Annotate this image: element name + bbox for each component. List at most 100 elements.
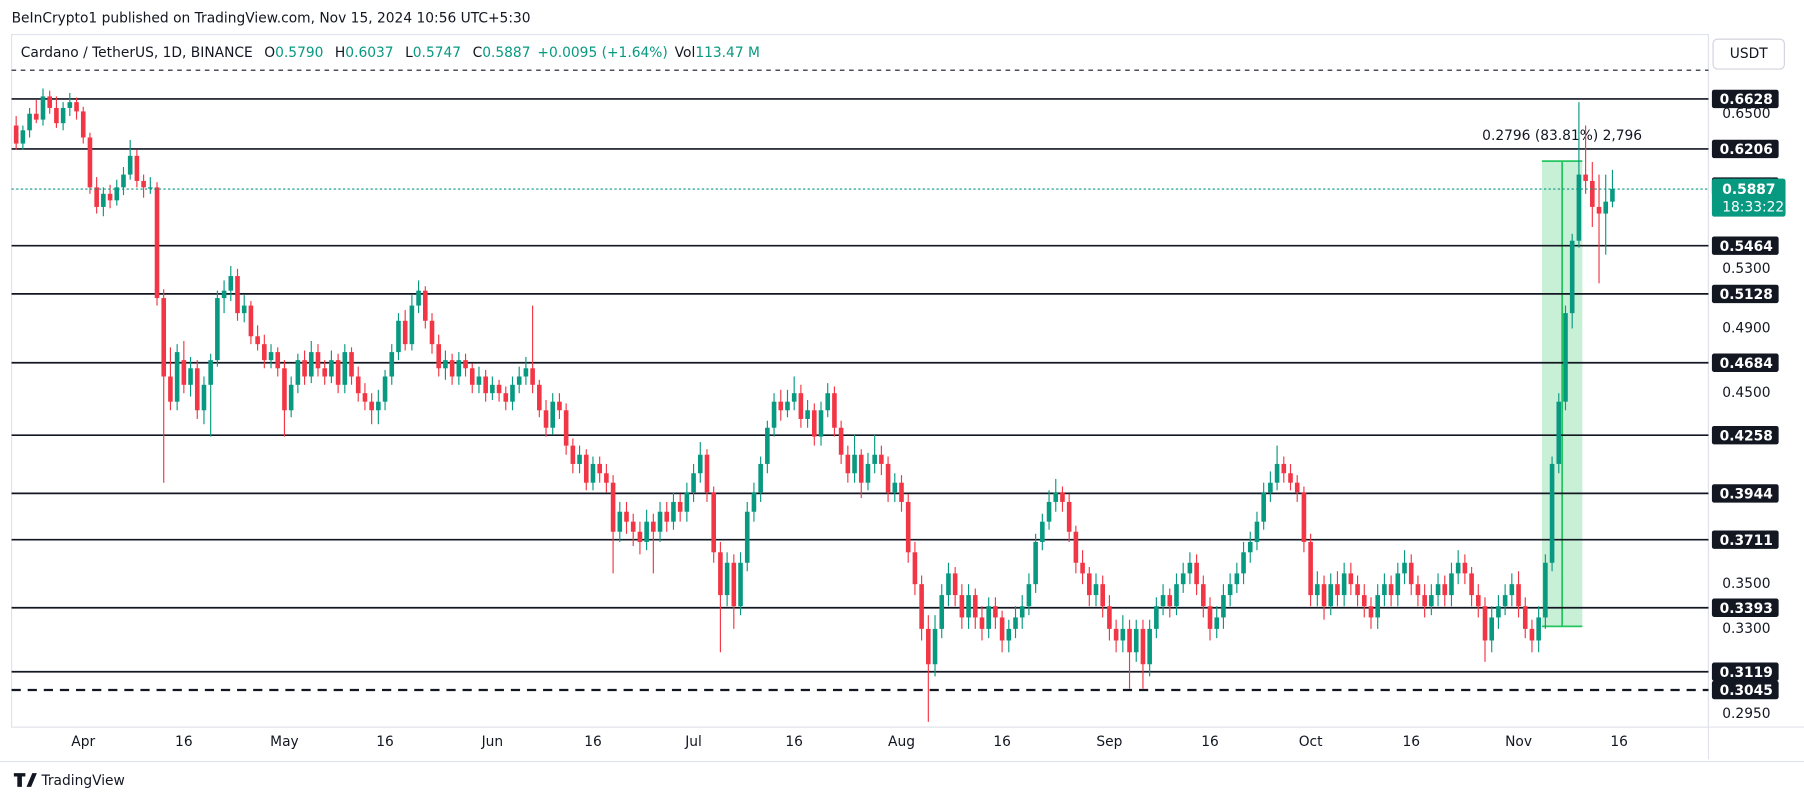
candle-body [241, 305, 247, 314]
candle-body [376, 401, 381, 411]
candle-body [805, 410, 810, 419]
candle-body [114, 187, 120, 201]
currency-button[interactable] [1712, 38, 1785, 70]
currency[interactable]: USDT [1730, 46, 1768, 62]
candle-body [148, 187, 153, 189]
candle-body [1435, 584, 1441, 596]
candle-body [168, 376, 173, 402]
candle-body [342, 352, 348, 385]
level-label: 0.3393 [1720, 601, 1773, 617]
candle-body [557, 401, 562, 411]
candle-body [1227, 584, 1233, 596]
candle-body [1489, 617, 1495, 641]
candle-body [349, 352, 354, 377]
candle-body [154, 187, 160, 299]
candle-body [1026, 584, 1032, 607]
level-label: 0.4258 [1720, 428, 1773, 444]
candle-body [1046, 501, 1052, 522]
candle-body [1422, 595, 1427, 607]
candle-body [1073, 531, 1079, 563]
candle-body [516, 376, 522, 385]
candle-body [329, 360, 334, 377]
candle-body [791, 393, 797, 402]
level-tag [1711, 484, 1779, 503]
candle-body [765, 427, 770, 464]
candle-body [1576, 174, 1582, 241]
candle-body [1080, 562, 1085, 574]
candle-body [1348, 573, 1354, 585]
candle-body [832, 393, 837, 428]
candle-body [1522, 606, 1528, 629]
symbol-line: Cardano / TetherUS, 1D, BINANCE O0.5790 H0… [21, 45, 760, 61]
candle-body [785, 401, 790, 411]
candle-body [1093, 584, 1099, 596]
candle-body [583, 454, 589, 483]
candle-body [744, 511, 750, 563]
candle-body [134, 155, 140, 181]
candle-body [188, 368, 193, 385]
candle-body [1395, 573, 1401, 596]
candle-body [1361, 595, 1367, 607]
candle-body [1207, 606, 1213, 629]
candle-body [1100, 584, 1106, 607]
candle-body [322, 368, 327, 377]
candle-body [838, 427, 844, 455]
candle-body [664, 511, 670, 522]
candle-body [496, 384, 502, 394]
candle-body [778, 401, 784, 411]
x-tick-label: 16 [1201, 734, 1219, 750]
candle-body [221, 290, 227, 299]
x-tick-label: Jul [684, 734, 702, 750]
level-label: 0.3119 [1720, 665, 1773, 681]
candle-body [1375, 595, 1380, 618]
candle-body [1254, 521, 1260, 542]
candle-body [355, 376, 361, 394]
candle-body [724, 562, 730, 596]
candle-body [1241, 552, 1246, 574]
candle-body [389, 352, 395, 377]
candle-body [1281, 463, 1287, 474]
candle-body [1596, 206, 1602, 214]
candle-body [1429, 595, 1434, 607]
x-tick-label: Apr [71, 734, 95, 750]
plot: 0.6500 0.5300 0.4900 0.4500 0.3500 0.3300 0.29… [11, 88, 1786, 750]
candle-body [107, 193, 113, 201]
candle-body [235, 276, 240, 314]
candle-body [979, 617, 985, 629]
candle-body [812, 410, 817, 437]
y-tick-label: 0.3500 [1722, 576, 1770, 592]
candle-body [127, 155, 133, 175]
candle-body [946, 573, 951, 596]
y-tick-label: 0.4900 [1722, 320, 1770, 336]
candle-body [101, 193, 106, 207]
level-tag [1711, 425, 1779, 445]
candle-body [1033, 541, 1038, 585]
candle-body [550, 401, 556, 428]
quote-value: 0.5790 [275, 45, 323, 61]
level-label: 0.5128 [1720, 287, 1773, 303]
candle-body [751, 492, 757, 512]
last-price-label: 0.5887 [1722, 182, 1775, 198]
candle-body [208, 360, 213, 385]
volume-value: 113.47 M [695, 45, 760, 61]
x-tick-label: 16 [1402, 734, 1420, 750]
published-line: BeInCrypto1 published on TradingView.com… [12, 10, 531, 26]
level-tag [1711, 284, 1779, 304]
candle-body [1563, 313, 1568, 402]
candle-body [1247, 541, 1253, 553]
candle-body [1388, 584, 1394, 596]
candle-body [1308, 541, 1313, 596]
candle-body [463, 360, 468, 369]
candle-body [87, 137, 93, 188]
candle-body [771, 401, 777, 428]
level-label: 0.3045 [1720, 683, 1773, 699]
candle-body [704, 454, 710, 493]
candle-body [543, 410, 549, 428]
candle-body [1127, 628, 1132, 653]
candle-body [483, 376, 488, 394]
countdown: 18:33:22 [1722, 199, 1784, 215]
candle-body [1268, 482, 1273, 493]
